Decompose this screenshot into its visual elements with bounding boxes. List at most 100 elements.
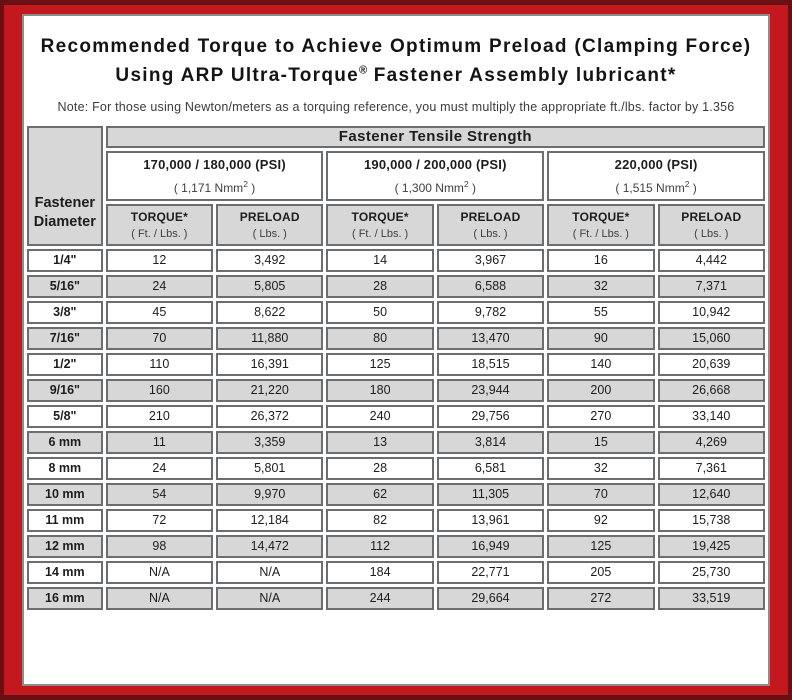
preload-label: PRELOAD bbox=[681, 209, 742, 224]
torque-unit: ( Ft. / Lbs. ) bbox=[131, 227, 188, 240]
preload-column-header: PRELOAD ( Lbs. ) bbox=[216, 203, 324, 246]
value-cell: 33,140 bbox=[657, 404, 765, 428]
value-cell: 98 bbox=[105, 534, 214, 558]
value-cell: 26,372 bbox=[216, 404, 324, 428]
table-row: 14 mm N/A N/A 184 22,771 205 25,730 bbox=[27, 560, 765, 584]
value-cell: 140 bbox=[547, 352, 655, 376]
value-cell: 4,269 bbox=[657, 430, 765, 454]
torque-table-body: 1/4" 12 3,492 14 3,967 16 4,442 5/16" 24 5,805 28 6… bbox=[27, 248, 765, 610]
value-cell: 11 bbox=[105, 430, 214, 454]
table-row: 6 mm 11 3,359 13 3,814 15 4,269 bbox=[27, 430, 765, 454]
tensile-strength-header: Fastener Tensile Strength bbox=[105, 125, 765, 148]
value-cell: 23,944 bbox=[436, 378, 545, 402]
preload-unit: ( Lbs. ) bbox=[694, 227, 729, 240]
value-cell: 3,492 bbox=[216, 248, 324, 272]
preload-column-header: PRELOAD ( Lbs. ) bbox=[657, 203, 765, 246]
value-cell: 13 bbox=[326, 430, 434, 454]
value-cell: 54 bbox=[105, 482, 214, 506]
page-title: Recommended Torque to Achieve Optimum Pr… bbox=[24, 32, 768, 91]
psi-label: 170,000 / 180,000 (PSI) bbox=[143, 156, 286, 172]
value-cell: 80 bbox=[326, 326, 434, 350]
nmm-superscript: 2 bbox=[684, 178, 690, 189]
value-cell: 270 bbox=[547, 404, 655, 428]
table-row: 5/16" 24 5,805 28 6,588 32 7,371 bbox=[27, 274, 765, 298]
value-cell: 15 bbox=[547, 430, 655, 454]
preload-unit: ( Lbs. ) bbox=[473, 227, 508, 240]
value-cell: 240 bbox=[326, 404, 434, 428]
value-cell: 125 bbox=[547, 534, 655, 558]
value-cell: 15,060 bbox=[657, 326, 765, 350]
diameter-cell: 5/8" bbox=[27, 404, 103, 428]
value-cell: 5,801 bbox=[216, 456, 324, 480]
value-cell: 28 bbox=[326, 456, 434, 480]
value-cell: 22,771 bbox=[436, 560, 545, 584]
header-row-psi: 170,000 / 180,000 (PSI) ( 1,171 Nmm2 ) 1… bbox=[27, 150, 765, 201]
corner-line-2: Diameter bbox=[33, 214, 96, 231]
table-row: 11 mm 72 12,184 82 13,961 92 15,738 bbox=[27, 508, 765, 532]
value-cell: 11,305 bbox=[436, 482, 545, 506]
value-cell: 16,391 bbox=[216, 352, 324, 376]
value-cell: 244 bbox=[326, 586, 434, 610]
nmm-suffix: ) bbox=[247, 180, 256, 195]
nmm-superscript: 2 bbox=[243, 178, 248, 189]
preload-column-header: PRELOAD ( Lbs. ) bbox=[436, 203, 545, 246]
torque-spec-table: Fastener Diameter Fastener Tensile Stren… bbox=[24, 123, 768, 613]
value-cell: 70 bbox=[547, 482, 655, 506]
conversion-note: Note: For those using Newton/meters as a… bbox=[57, 99, 735, 114]
value-cell: 9,782 bbox=[436, 300, 545, 324]
diameter-cell: 1/2" bbox=[27, 352, 103, 376]
diameter-cell: 6 mm bbox=[27, 430, 103, 454]
value-cell: 24 bbox=[105, 274, 214, 298]
value-cell: 16 bbox=[547, 248, 655, 272]
psi-label: 190,000 / 200,000 (PSI) bbox=[363, 156, 507, 172]
nmm-text: ( 1,515 Nmm bbox=[615, 180, 685, 195]
value-cell: N/A bbox=[216, 560, 324, 584]
value-cell: 125 bbox=[326, 352, 434, 376]
title-line-2: Using ARP Ultra-Torque® Fastener Assembl… bbox=[24, 61, 768, 90]
value-cell: 200 bbox=[547, 378, 655, 402]
value-cell: 3,814 bbox=[436, 430, 545, 454]
value-cell: 7,371 bbox=[657, 274, 765, 298]
value-cell: 7,361 bbox=[657, 456, 765, 480]
table-row: 5/8" 210 26,372 240 29,756 270 33,140 bbox=[27, 404, 765, 428]
value-cell: 45 bbox=[105, 300, 214, 324]
title-line-2-suffix: Fastener Assembly lubricant* bbox=[367, 65, 677, 87]
diameter-cell: 1/4" bbox=[27, 248, 103, 272]
diameter-cell: 12 mm bbox=[27, 534, 103, 558]
diameter-cell: 3/8" bbox=[27, 300, 103, 324]
preload-label: PRELOAD bbox=[460, 209, 521, 224]
value-cell: 62 bbox=[326, 482, 434, 506]
value-cell: 12,184 bbox=[216, 508, 324, 532]
header-row-tensile: Fastener Diameter Fastener Tensile Stren… bbox=[27, 125, 765, 246]
content-card: Recommended Torque to Achieve Optimum Pr… bbox=[22, 14, 770, 686]
psi-group-220: 220,000 (PSI) ( 1,515 Nmm2 ) bbox=[547, 150, 765, 201]
table-row: 16 mm N/A N/A 244 29,664 272 33,519 bbox=[27, 586, 765, 610]
table-row: 7/16" 70 11,880 80 13,470 90 15,060 bbox=[27, 326, 765, 350]
value-cell: 32 bbox=[547, 456, 655, 480]
torque-label: TORQUE* bbox=[351, 209, 409, 224]
value-cell: 6,581 bbox=[436, 456, 545, 480]
value-cell: 24 bbox=[105, 456, 214, 480]
nmm-superscript: 2 bbox=[463, 178, 469, 189]
value-cell: 12,640 bbox=[657, 482, 765, 506]
value-cell: 10,942 bbox=[657, 300, 765, 324]
diameter-cell: 16 mm bbox=[27, 586, 103, 610]
table-row: 1/4" 12 3,492 14 3,967 16 4,442 bbox=[27, 248, 765, 272]
nmm-label: ( 1,171 Nmm2 ) bbox=[108, 179, 322, 195]
torque-unit: ( Ft. / Lbs. ) bbox=[351, 227, 409, 240]
diameter-cell: 9/16" bbox=[27, 378, 103, 402]
value-cell: 26,668 bbox=[657, 378, 765, 402]
value-cell: 25,730 bbox=[657, 560, 765, 584]
value-cell: 20,639 bbox=[657, 352, 765, 376]
diameter-cell: 10 mm bbox=[27, 482, 103, 506]
value-cell: 160 bbox=[105, 378, 214, 402]
value-cell: N/A bbox=[105, 560, 214, 584]
value-cell: 184 bbox=[326, 560, 434, 584]
value-cell: 11,880 bbox=[216, 326, 324, 350]
preload-label: PRELOAD bbox=[239, 209, 300, 224]
value-cell: 50 bbox=[326, 300, 434, 324]
value-cell: 6,588 bbox=[436, 274, 545, 298]
value-cell: 110 bbox=[105, 352, 214, 376]
nmm-suffix: ) bbox=[689, 180, 697, 195]
